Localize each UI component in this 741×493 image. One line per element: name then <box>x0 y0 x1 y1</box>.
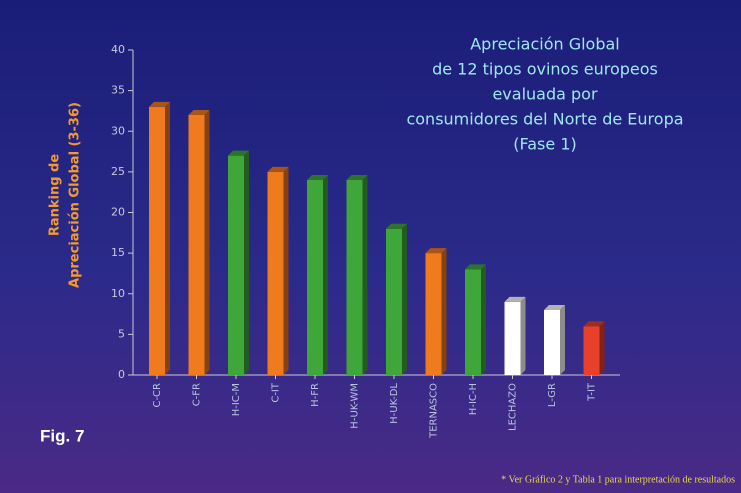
chart-title: evaluada por <box>492 85 598 104</box>
bar-side <box>599 321 605 375</box>
x-tick-label: H-FR <box>310 383 321 407</box>
bar-side <box>244 150 249 375</box>
x-tick-label: H-UK-WM <box>350 383 361 429</box>
bar <box>307 180 323 375</box>
bar <box>465 269 481 375</box>
footnote: * Ver Gráfico 2 y Tabla 1 para interpret… <box>501 474 735 485</box>
y-tick-label: 35 <box>111 84 125 97</box>
x-tick-label: C-CR <box>152 383 163 408</box>
bar-side <box>323 175 328 375</box>
y-tick-label: 25 <box>111 165 125 178</box>
y-tick-label: 30 <box>111 124 125 137</box>
x-tick-label: T-IT <box>587 382 598 402</box>
x-tick-label: H-IC-H <box>468 383 479 415</box>
bar-side <box>520 296 526 375</box>
x-tick-label: H-UK-DL <box>389 383 400 424</box>
bar-side <box>283 166 289 375</box>
bar-top <box>228 150 249 156</box>
bar-top <box>465 264 486 270</box>
bar-side <box>560 305 565 375</box>
bar-top <box>149 101 170 107</box>
y-tick-label: 5 <box>118 327 125 340</box>
x-tick-label: H-IC-M <box>231 383 242 416</box>
bar-top <box>504 296 526 302</box>
y-tick-label: 15 <box>111 246 125 259</box>
bar <box>386 228 402 375</box>
y-tick-label: 40 <box>111 43 125 56</box>
bar-side <box>362 175 368 375</box>
bar-top <box>307 175 328 180</box>
figure-label: Fig. 7 <box>40 426 84 445</box>
y-tick-label: 0 <box>118 368 125 381</box>
bar <box>583 326 600 375</box>
bar-side <box>402 223 407 375</box>
y-axis-label: Ranking de <box>48 154 63 237</box>
x-tick-label: C-FR <box>192 383 203 406</box>
bar <box>188 115 205 375</box>
bar-top <box>544 305 565 310</box>
x-tick-label: L-GR <box>547 383 558 407</box>
chart-title: (Fase 1) <box>513 135 576 154</box>
x-tick-label: C-IT <box>271 382 282 403</box>
bar <box>149 106 165 375</box>
bar-side <box>165 101 170 375</box>
y-tick-label: 10 <box>111 287 125 300</box>
x-tick-label: TERNASCO <box>429 383 440 439</box>
bar-top <box>386 223 407 229</box>
bar <box>544 310 560 375</box>
bar-side <box>481 264 486 375</box>
bar-top <box>267 166 289 172</box>
bar-side <box>441 248 447 375</box>
chart-title: consumidores del Norte de Europa <box>406 110 683 129</box>
bar-side <box>204 110 210 375</box>
y-axis-label: Apreciación Global (3-36) <box>68 102 83 288</box>
bar-top <box>346 175 368 180</box>
bar-top <box>583 321 605 327</box>
chart-title: Apreciación Global <box>470 35 620 54</box>
bar <box>425 253 442 375</box>
bar <box>504 301 521 375</box>
bar <box>228 155 244 375</box>
bar <box>267 171 284 375</box>
chart-title: de 12 tipos ovinos europeos <box>432 60 658 79</box>
bar <box>346 180 363 375</box>
y-tick-label: 20 <box>111 206 125 219</box>
x-tick-label: LECHAZO <box>508 383 519 431</box>
bar-top <box>425 248 447 254</box>
bar-top <box>188 110 210 115</box>
